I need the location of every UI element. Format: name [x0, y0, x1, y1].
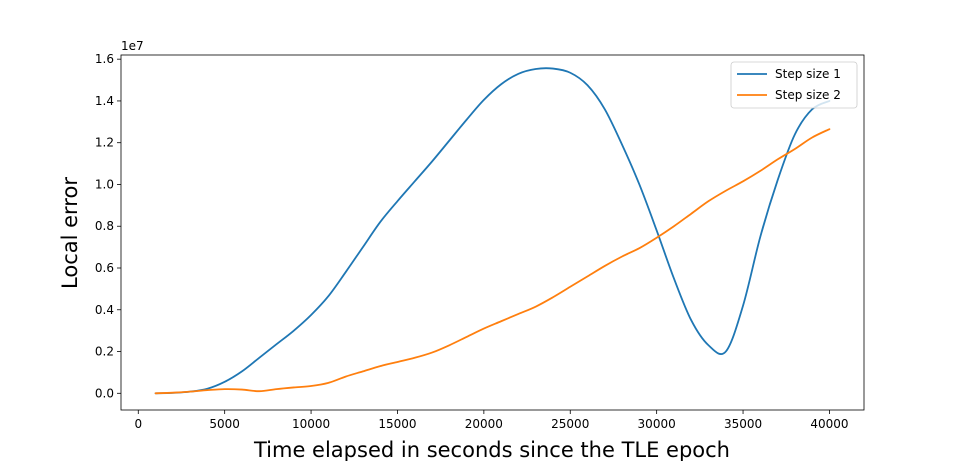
x-tick-label: 20000 — [465, 417, 503, 431]
legend: Step size 1 Step size 2 — [730, 61, 858, 109]
x-tick-label: 10000 — [292, 417, 330, 431]
x-tick-label: 25000 — [551, 417, 589, 431]
y-tick-label: 1.4 — [95, 94, 114, 108]
plot-area-frame — [120, 54, 865, 411]
plot-lines — [154, 67, 831, 395]
y-tick-label: 0.6 — [95, 261, 114, 275]
x-tick-label: 35000 — [724, 417, 762, 431]
y-tick-label: 1.0 — [95, 177, 114, 191]
y-tick-label: 0.8 — [95, 219, 114, 233]
legend-label-step-size-1: Step size 1 — [775, 67, 841, 81]
x-tick-label: 30000 — [638, 417, 676, 431]
y-tick-label: 0.0 — [95, 386, 114, 400]
y-tick-label: 0.4 — [95, 303, 114, 317]
series-line-step-size-2 — [154, 128, 831, 395]
x-tick-label: 15000 — [378, 417, 416, 431]
series-line-step-size-1 — [154, 67, 831, 395]
y-axis: 0.0 0.2 0.4 0.6 0.8 1.0 1.2 1.4 1.6 — [95, 52, 121, 400]
legend-label-step-size-2: Step size 2 — [775, 88, 841, 102]
x-tick-label: 5000 — [209, 417, 240, 431]
x-tick-label: 0 — [134, 417, 142, 431]
x-axis-label: Time elapsed in seconds since the TLE ep… — [253, 438, 730, 461]
x-tick-label: 40000 — [810, 417, 848, 431]
x-axis: 0 5000 10000 15000 20000 25000 30000 35000 40000 — [134, 410, 849, 431]
y-tick-label: 0.2 — [95, 345, 114, 359]
y-scale-label: 1e7 — [121, 39, 144, 53]
y-axis-label: Local error — [58, 177, 82, 289]
y-tick-label: 1.6 — [95, 52, 114, 66]
y-tick-label: 1.2 — [95, 136, 114, 150]
